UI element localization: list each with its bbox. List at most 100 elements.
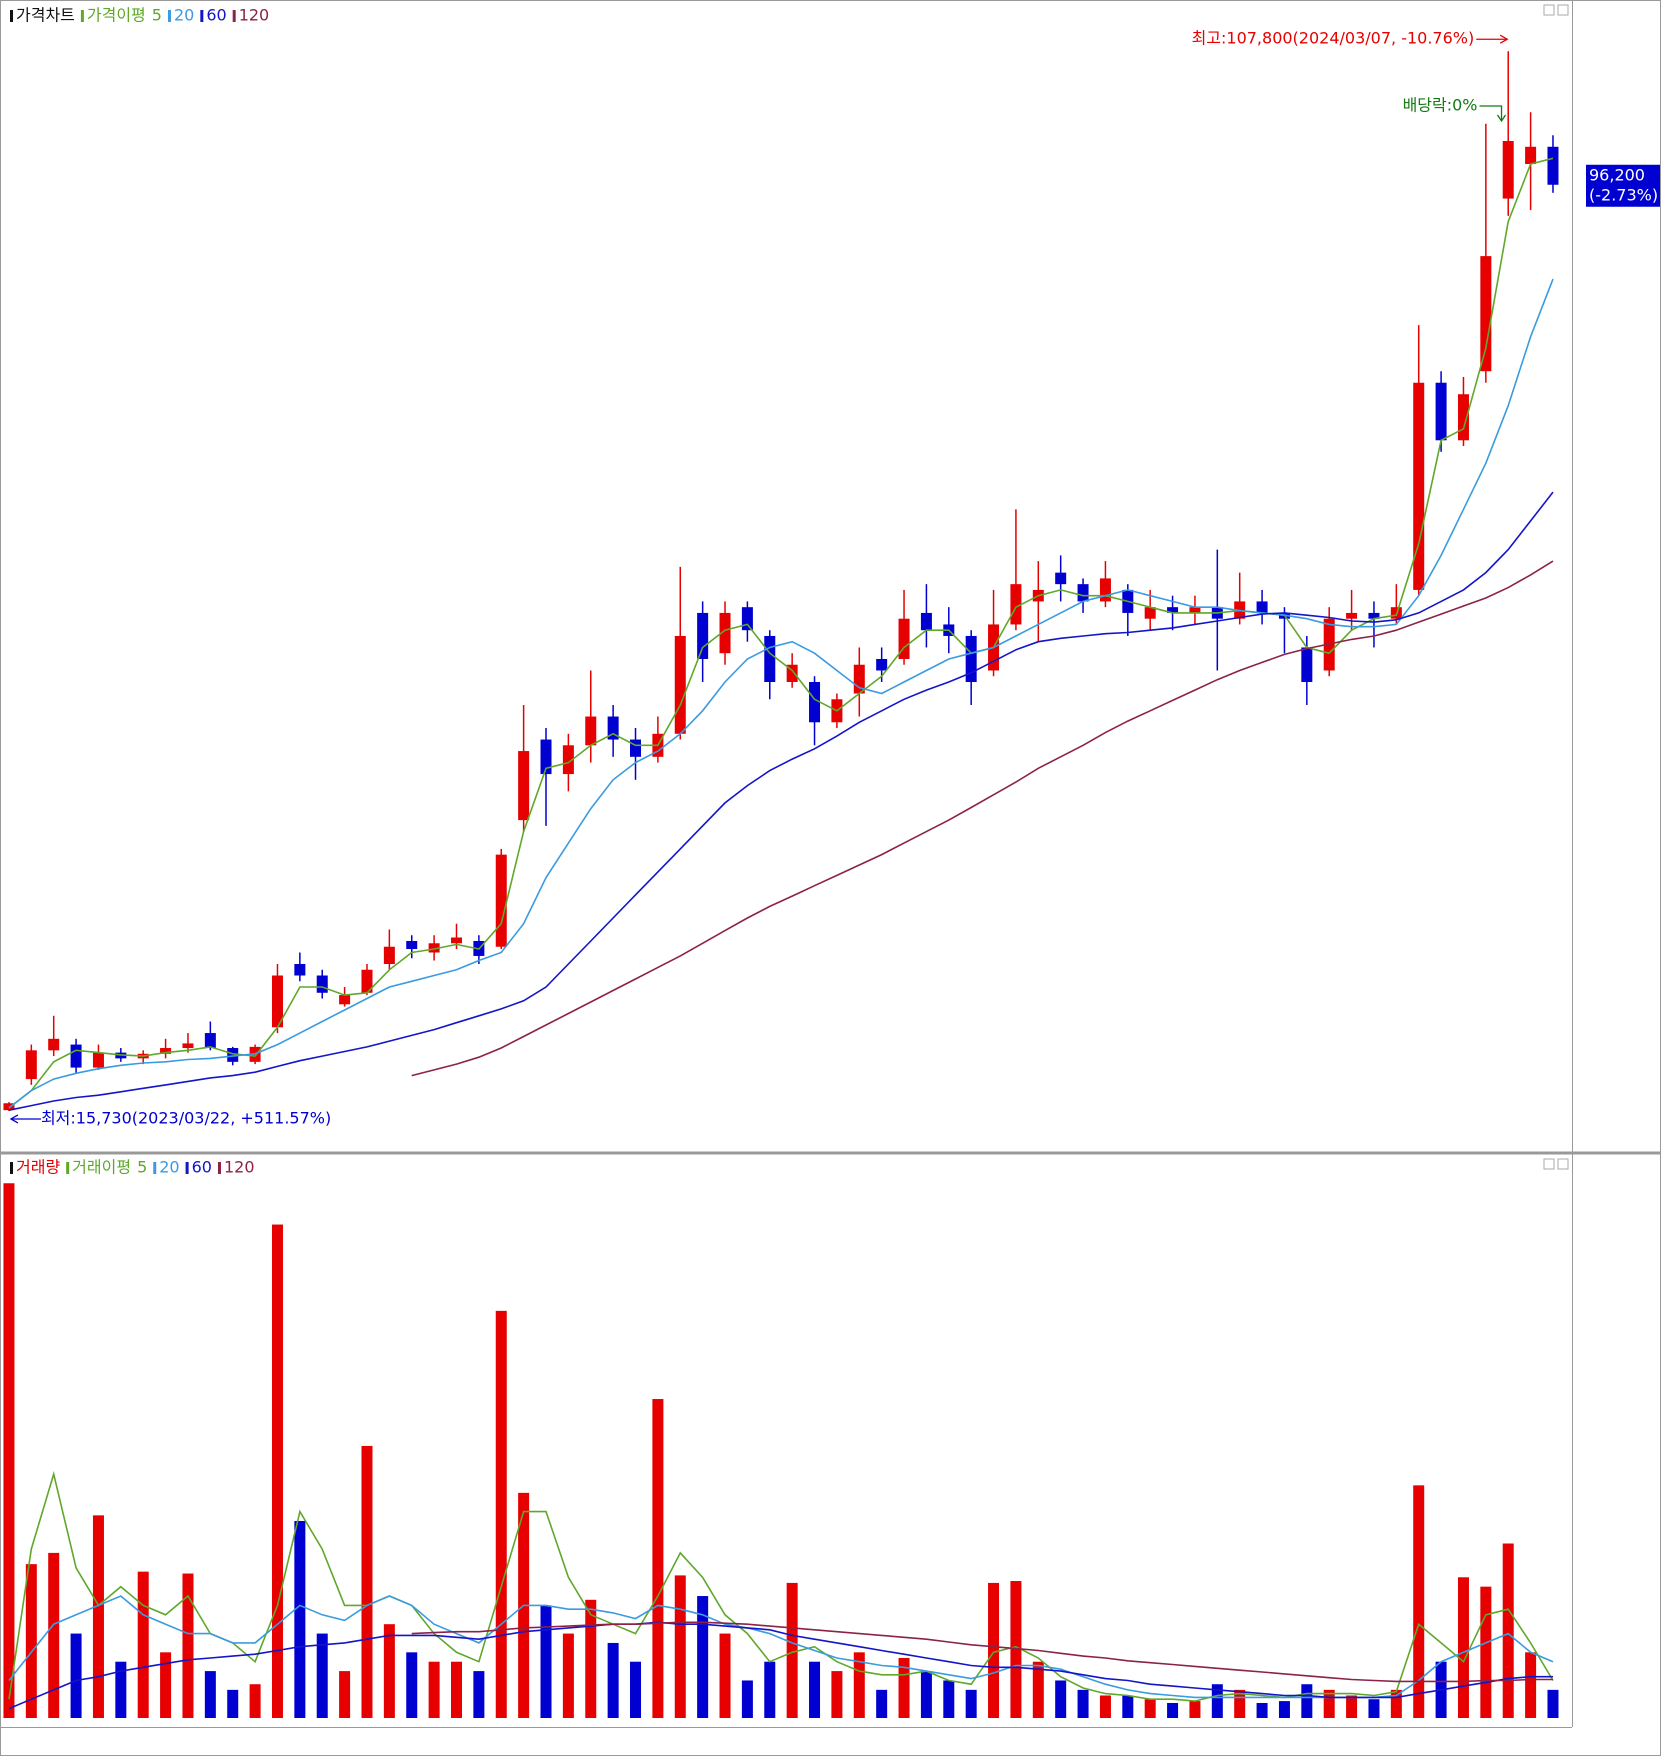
last-price: 96,200	[1589, 165, 1645, 184]
candle-body	[630, 739, 642, 757]
volume-bar	[115, 1661, 127, 1718]
candle-body	[585, 716, 597, 746]
candle-body	[518, 751, 530, 821]
legend-swatch	[153, 1162, 157, 1174]
candle-body	[1346, 612, 1358, 619]
legend-swatch	[10, 10, 13, 22]
volume-bar	[406, 1652, 418, 1718]
volume-bar	[1144, 1699, 1156, 1718]
candle-body	[450, 937, 462, 944]
legend-label: 5	[152, 6, 162, 25]
candle-body	[294, 963, 306, 976]
legend-label: 60	[192, 1158, 212, 1177]
volume-bar	[70, 1633, 82, 1718]
volume-bar	[674, 1575, 686, 1718]
legend-swatch	[10, 1162, 13, 1174]
candle-body	[741, 607, 753, 631]
volume-bar	[450, 1661, 462, 1718]
volume-bar	[204, 1671, 216, 1718]
volume-bar	[1234, 1689, 1246, 1718]
candle-body	[562, 745, 574, 775]
candle-body	[1301, 647, 1313, 682]
legend-label: 가격이평	[87, 6, 146, 25]
annotation-arrowhead	[9, 1114, 19, 1124]
volume-bar	[1457, 1577, 1469, 1718]
candle-body	[1099, 578, 1111, 602]
volume-bar	[1480, 1586, 1492, 1718]
candle-body	[1055, 572, 1067, 585]
ma-line	[411, 1621, 1553, 1683]
candle-body	[697, 612, 709, 659]
volume-bar	[697, 1596, 709, 1718]
annotation-arrowhead	[1499, 34, 1509, 44]
volume-bar	[1055, 1680, 1067, 1718]
ma-line	[8, 278, 1554, 1109]
volume-bar	[1189, 1701, 1201, 1718]
candle-body	[160, 1048, 172, 1054]
candle-body	[25, 1050, 37, 1080]
candle-body	[607, 716, 619, 740]
legend-swatch	[232, 10, 236, 22]
candle-body	[70, 1044, 82, 1068]
annotation-ex-dividend: 배당락:0%	[1403, 96, 1478, 115]
candle-body	[204, 1033, 216, 1049]
volume-bar	[316, 1633, 328, 1718]
ma-line	[8, 1595, 1554, 1699]
volume-bar	[428, 1661, 440, 1718]
volume-bar	[920, 1671, 932, 1718]
volume-bar	[495, 1310, 507, 1718]
legend-label: 60	[206, 6, 226, 25]
candle-body	[1144, 607, 1156, 619]
minimize-icon[interactable]	[1543, 1158, 1555, 1170]
legend-swatch	[217, 1162, 221, 1174]
candle-body	[406, 940, 418, 950]
volume-bar	[988, 1582, 1000, 1718]
candle-body	[271, 975, 283, 1028]
candle-body	[495, 854, 507, 947]
volume-bar	[271, 1224, 283, 1718]
close-icon[interactable]	[1557, 1158, 1569, 1170]
ma-line	[8, 491, 1554, 1111]
legend-label: 20	[159, 1158, 179, 1177]
volume-bar	[562, 1633, 574, 1718]
candle-body	[1502, 141, 1514, 199]
candle-body	[920, 612, 932, 631]
minimize-icon[interactable]	[1543, 4, 1555, 16]
volume-bar	[1077, 1689, 1089, 1718]
candle-body	[1457, 394, 1469, 441]
legend-swatch	[80, 10, 84, 22]
candle-body	[92, 1052, 104, 1068]
volume-bar	[249, 1684, 261, 1718]
candle-body	[3, 1103, 15, 1111]
volume-bar	[764, 1661, 776, 1718]
volume-bar	[853, 1652, 865, 1718]
volume-bar	[1278, 1701, 1290, 1718]
volume-bar	[719, 1633, 731, 1718]
candle-body	[1413, 382, 1425, 590]
volume-bar	[3, 1183, 15, 1718]
legend-swatch	[167, 10, 171, 22]
ma-line	[8, 157, 1554, 1109]
legend-label: 거래량	[16, 1158, 60, 1177]
candle-body	[48, 1038, 60, 1051]
volume-bar	[1323, 1689, 1335, 1718]
candle-body	[764, 635, 776, 682]
volume-bar	[160, 1652, 172, 1718]
volume-bar	[1122, 1695, 1134, 1718]
candle-body	[540, 739, 552, 775]
annotation-arrowhead	[1496, 114, 1507, 123]
volume-bar	[383, 1624, 395, 1718]
legend-swatch	[200, 10, 204, 22]
volume-bar	[741, 1680, 753, 1718]
candle-body	[965, 635, 977, 682]
volume-bar	[1346, 1695, 1358, 1718]
volume-bar	[943, 1680, 955, 1718]
close-icon[interactable]	[1557, 4, 1569, 16]
legend-swatch	[185, 1162, 189, 1174]
volume-bar	[48, 1552, 60, 1718]
volume-bar	[227, 1689, 239, 1718]
candle-body	[1010, 584, 1022, 625]
volume-bar	[1010, 1581, 1022, 1718]
candle-body	[1525, 146, 1537, 165]
